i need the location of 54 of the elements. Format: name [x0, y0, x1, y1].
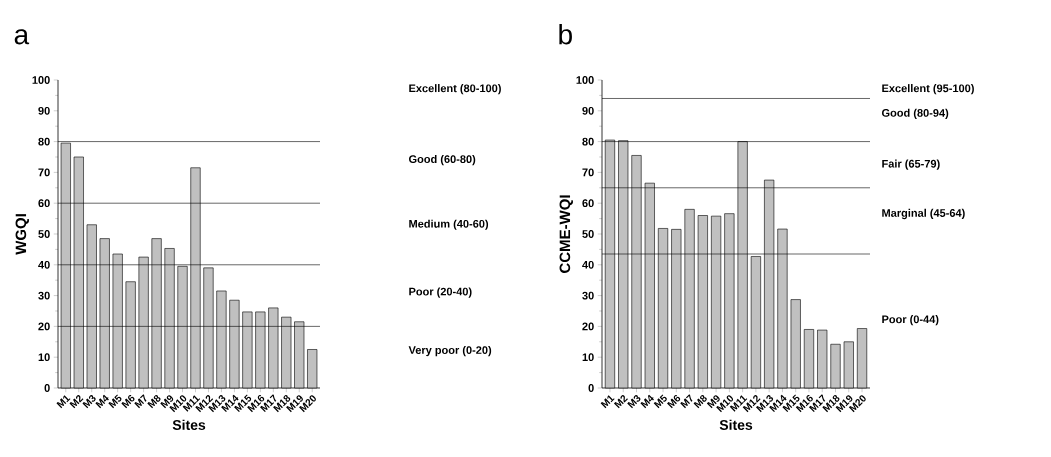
text: Poor (0-44) [882, 315, 939, 326]
x-tick-label: M5 [108, 394, 122, 409]
y-tick-label: 20 [38, 322, 50, 331]
y-tick-label: 60 [582, 199, 594, 208]
x-tick-label: M1 [600, 395, 615, 409]
y-tick-label: 40 [38, 260, 50, 269]
text: Excellent (80-100) [409, 84, 501, 95]
y-tick-label: 90 [582, 106, 594, 115]
y-tick-label: 90 [38, 106, 50, 115]
y-tick-label: 80 [38, 137, 50, 146]
chart-title: b [559, 23, 572, 45]
text: Medium (40-60) [409, 219, 489, 230]
y-tick-label: 70 [582, 168, 594, 177]
x-tick-label: M1 [56, 395, 71, 409]
text: Fair (65-79) [882, 159, 940, 170]
x-axis-title: Sites [719, 419, 753, 430]
y-axis-title: CCME-WQI [559, 195, 573, 273]
text: Good (60-80) [409, 154, 476, 166]
text: Marginal (45-64) [882, 208, 965, 220]
y-tick-label: 50 [582, 230, 594, 238]
y-tick-label: 30 [582, 291, 594, 300]
text: Poor (20-40) [409, 287, 472, 298]
text: Very poor (0-20) [408, 345, 492, 357]
x-tick-label: M4 [95, 394, 109, 409]
y-tick-label: 100 [32, 76, 50, 84]
chart-title: a [14, 29, 30, 45]
x-tick-label: M4 [640, 394, 654, 409]
y-tick-label: 40 [582, 260, 594, 269]
y-tick-label: 20 [582, 322, 594, 331]
x-tick-label: M6 [667, 395, 681, 409]
y-tick-label: 70 [38, 168, 50, 177]
y-tick-label: 50 [38, 230, 50, 238]
y-tick-label: 10 [38, 353, 50, 362]
y-tick-label: 0 [44, 384, 50, 392]
y-tick-label: 30 [38, 291, 50, 300]
x-tick-label: M8 [147, 395, 161, 409]
y-tick-label: 10 [582, 353, 594, 362]
y-tick-label: 80 [582, 137, 594, 146]
x-tick-label: M7 [134, 394, 147, 409]
x-tick-label: M3 [82, 395, 96, 409]
x-tick-label: M7 [680, 394, 693, 409]
y-tick-label: 100 [576, 76, 594, 84]
x-tick-label: M2 [613, 395, 628, 409]
x-axis-title: Sites [172, 419, 206, 430]
text: Excellent (95-100) [882, 84, 974, 95]
text: Good (80-94) [881, 108, 949, 119]
y-axis-title: WGQI [15, 214, 29, 255]
y-tick-label: 0 [588, 384, 594, 392]
x-tick-label: M6 [121, 395, 135, 409]
x-tick-label: M3 [627, 395, 641, 409]
x-tick-label: M2 [69, 395, 84, 409]
x-tick-label: M5 [653, 394, 667, 409]
x-tick-label: M8 [693, 395, 707, 409]
y-tick-label: 60 [38, 199, 50, 208]
